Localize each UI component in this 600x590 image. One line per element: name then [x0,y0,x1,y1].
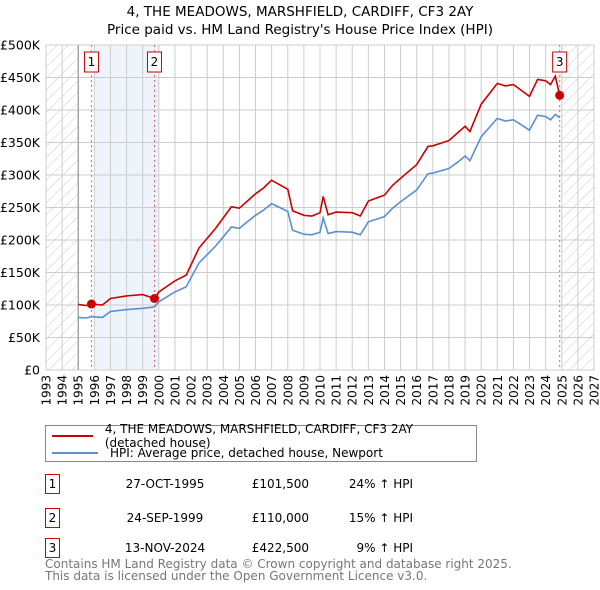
hpi-line [78,113,561,319]
sale-row: 2 24-SEP-1999 £110,000 15% ↑ HPI [45,508,445,528]
sale-price: £110,000 [251,511,309,525]
x-tick-label: 1997 [104,375,118,406]
x-tick-label: 2015 [394,375,408,406]
x-tick-label: 2026 [571,375,585,406]
sale-date: 24-SEP-1999 [126,511,204,525]
x-tick-label: 2018 [442,375,456,406]
sale-price: £101,500 [251,477,309,491]
x-tick-label: 2019 [459,375,473,406]
sale-row: 3 13-NOV-2024 £422,500 9% ↑ HPI [45,538,445,558]
sale-date: 13-NOV-2024 [124,541,206,555]
chart-subtitle: Price paid vs. HM Land Registry's House … [107,22,493,38]
sale-point [86,299,96,309]
footer: Contains HM Land Registry data © Crown c… [45,557,512,583]
sale-marker-label: 2 [151,55,159,69]
sale-hpi-diff: 15% ↑ HPI [348,511,413,525]
x-tick-label: 2020 [475,375,489,406]
x-tick-label: 2000 [152,375,166,406]
x-tick-label: 2012 [346,375,360,406]
y-tick-label: £400K [0,103,41,118]
x-tick-label: 2027 [588,375,600,406]
x-tick-label: 2013 [362,375,376,406]
x-tick-label: 2011 [330,375,344,406]
x-tick-label: 2003 [201,375,215,406]
y-tick-label: £150K [0,265,41,280]
x-tick-label: 2021 [491,375,505,406]
x-tick-label: 2014 [378,375,392,406]
sale-marker-box: 3 [45,538,60,558]
x-tick-label: 1998 [120,375,134,406]
sale-hpi-diff: 9% ↑ HPI [356,541,413,555]
x-tick-label: 1993 [40,375,54,406]
legend: 4, THE MEADOWS, MARSHFIELD, CARDIFF, CF3… [45,422,477,462]
sale-point [555,90,565,100]
y-tick-label: £300K [0,168,41,183]
sale-marker-box [83,51,99,73]
footer-copyright: Contains HM Land Registry data © Crown c… [45,557,512,571]
x-tick-label: 2024 [539,375,553,406]
x-tick-label: 2008 [281,375,295,406]
legend-red-line-icon [52,434,93,438]
y-tick-label: £50K [8,330,41,345]
y-tick-label: £250K [0,200,41,215]
x-tick-label: 1996 [88,375,102,406]
y-tick-label: £200K [0,233,41,248]
sale-marker-label: 1 [88,55,96,69]
x-tick-label: 2002 [185,375,199,406]
x-tick-label: 2007 [265,375,279,406]
x-tick-label: 2005 [233,375,247,406]
x-tick-label: 2004 [217,375,231,406]
x-tick-label: 2010 [314,375,328,406]
chart-title: 4, THE MEADOWS, MARSHFIELD, CARDIFF, CF3… [126,4,474,20]
sale-price: £422,500 [251,541,309,555]
x-tick-label: 1995 [72,375,86,406]
legend-item-property: 4, THE MEADOWS, MARSHFIELD, CARDIFF, CF3… [52,422,476,450]
y-tick-label: £0 [24,363,40,378]
sale-marker-box: 2 [45,508,60,528]
x-tick-label: 2006 [249,375,263,406]
sale-hpi-diff: 24% ↑ HPI [348,477,413,491]
y-tick-label: £100K [0,298,41,313]
x-tick-label: 2023 [523,375,537,406]
legend-label: 4, THE MEADOWS, MARSHFIELD, CARDIFF, CF3… [104,422,414,450]
sale-marker-box [552,51,568,73]
y-tick-label: £350K [0,135,41,150]
x-tick-label: 1999 [136,375,150,406]
x-tick-label: 1994 [56,375,70,406]
x-tick-label: 2022 [507,375,521,406]
legend-item-hpi: HPI: Average price, detached house, Newp… [52,445,383,461]
sale-marker-label: 3 [556,55,564,69]
x-tick-label: 2016 [410,375,424,406]
sale-marker-box [146,51,162,73]
y-tick-label: £450K [0,70,41,85]
sale-row: 1 27-OCT-1995 £101,500 24% ↑ HPI [45,474,445,494]
y-tick-label: £500K [0,38,41,53]
x-tick-label: 2001 [168,375,182,406]
sale-date: 27-OCT-1995 [125,477,205,491]
sale-marker-box: 1 [45,474,60,494]
price-paid-line [78,74,561,307]
price-chart: 1993 1994 1995 1996 1997 1998 1999 2000 2001 2002… [0,38,600,406]
x-tick-label: 2017 [426,375,440,406]
legend-blue-line-icon [52,451,98,455]
x-tick-label: 2009 [297,375,311,406]
footer-licence: This data is licensed under the Open Gov… [45,568,428,583]
x-tick-label: 2025 [555,375,569,406]
legend-label: HPI: Average price, detached house, Newp… [110,446,383,460]
sale-point [149,294,159,303]
